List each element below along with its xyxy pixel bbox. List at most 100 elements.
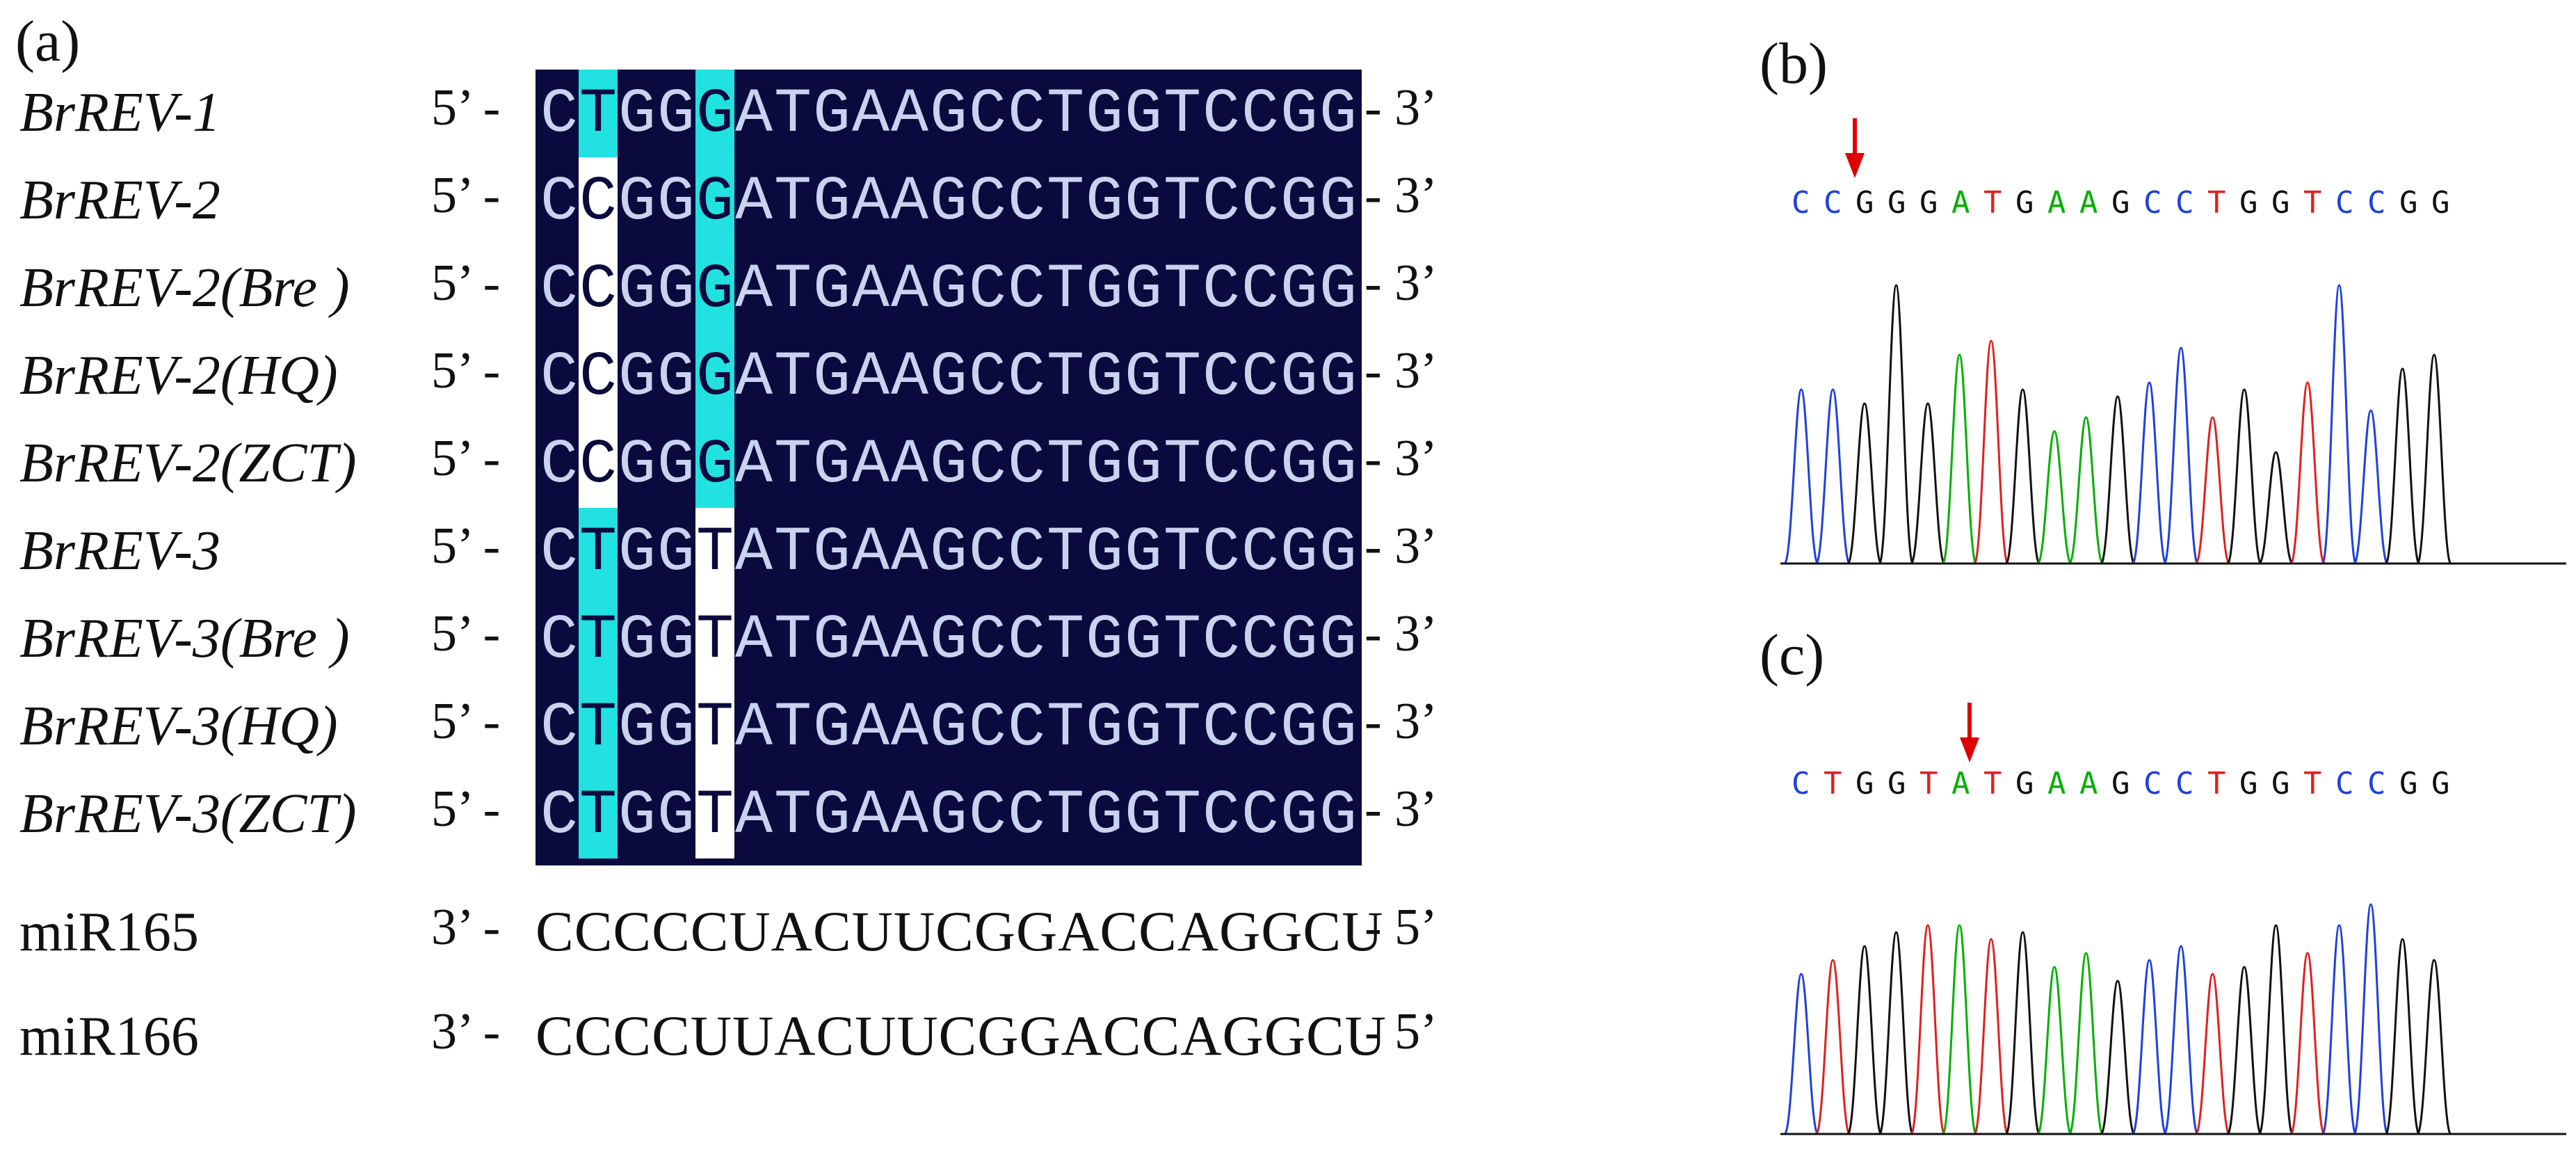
alignment-base: C bbox=[1241, 167, 1279, 238]
alignment-base: C bbox=[1241, 693, 1279, 764]
alignment-row-name: BrREV-3(Bre ) bbox=[19, 608, 350, 669]
alignment-base: C bbox=[540, 167, 578, 238]
chromatogram-peak bbox=[2068, 952, 2104, 1135]
alignment-base: C bbox=[1241, 605, 1279, 676]
mirna-right-end: - 5’ bbox=[1365, 899, 1438, 956]
alignment-row-left-end: 5’ - bbox=[431, 518, 501, 575]
alignment-row-right-end: - 3’ bbox=[1365, 167, 1438, 224]
chromatogram-peak bbox=[2005, 931, 2040, 1135]
alignment-row-name: BrREV-3(HQ) bbox=[19, 696, 338, 757]
alignment-base: T bbox=[579, 518, 617, 589]
chromatogram-base: C bbox=[2175, 766, 2207, 801]
chromatogram-peak bbox=[2163, 945, 2199, 1135]
alignment-base: G bbox=[1124, 605, 1162, 676]
alignment-base: C bbox=[968, 342, 1006, 413]
alignment-base: G bbox=[1085, 518, 1123, 589]
chromatogram-peak bbox=[2353, 903, 2389, 1135]
alignment-base: C bbox=[1007, 430, 1045, 501]
alignment-base: G bbox=[618, 605, 656, 676]
alignment-base: C bbox=[1202, 693, 1240, 764]
alignment-base: G bbox=[1280, 79, 1318, 150]
alignment-base: T bbox=[1163, 79, 1201, 150]
alignment-base: T bbox=[1163, 167, 1201, 238]
alignment-row-name: BrREV-2(HQ) bbox=[19, 345, 338, 406]
alignment-base: C bbox=[540, 255, 578, 326]
chromatogram-base: A bbox=[2047, 766, 2079, 801]
alignment-base: T bbox=[1163, 255, 1201, 326]
chromatogram-base: G bbox=[2111, 185, 2143, 221]
alignment-base: G bbox=[1319, 255, 1357, 326]
chromatogram-peak bbox=[2195, 973, 2230, 1135]
chromatogram-peak bbox=[1973, 340, 2009, 565]
alignment-highlight-cell bbox=[579, 70, 618, 157]
chromatogram-peak bbox=[1846, 402, 1883, 565]
alignment-base: G bbox=[657, 430, 695, 501]
chromatogram-peak bbox=[1910, 402, 1946, 565]
chromatogram-base: C bbox=[1792, 185, 1824, 221]
alignment-base: C bbox=[540, 79, 578, 150]
chromatogram-base: A bbox=[1951, 185, 1983, 221]
alignment-base: A bbox=[851, 167, 889, 238]
chromatogram-base: T bbox=[2207, 185, 2239, 221]
chromatogram-base: G bbox=[1887, 185, 1919, 221]
alignment-base: G bbox=[1124, 79, 1162, 150]
alignment-row-left-end: 5’ - bbox=[431, 342, 501, 399]
chromatogram-base: C bbox=[2175, 185, 2207, 221]
alignment-base: G bbox=[1319, 167, 1357, 238]
alignment-base: A bbox=[734, 430, 773, 501]
alignment-row-name: BrREV-1 bbox=[19, 82, 220, 143]
chromatogram-base: C bbox=[2335, 766, 2367, 801]
chromatogram-base: G bbox=[2399, 766, 2431, 801]
alignment-base: G bbox=[812, 693, 851, 764]
alignment-base: T bbox=[773, 518, 812, 589]
alignment-base: G bbox=[1124, 342, 1162, 413]
alignment-base: C bbox=[1007, 605, 1045, 676]
alignment-base: G bbox=[1280, 342, 1318, 413]
alignment-row-name: BrREV-3(ZCT) bbox=[19, 783, 357, 845]
chromatogram-peak bbox=[2132, 959, 2167, 1135]
alignment-base: G bbox=[1319, 342, 1357, 413]
alignment-base: T bbox=[695, 781, 734, 852]
alignment-base: G bbox=[929, 255, 967, 326]
alignment-base: T bbox=[579, 781, 617, 852]
alignment-base: G bbox=[1085, 605, 1123, 676]
alignment-base: G bbox=[929, 518, 967, 589]
alignment-base: C bbox=[1241, 79, 1279, 150]
alignment-base: C bbox=[968, 255, 1006, 326]
alignment-highlight-cell bbox=[579, 420, 618, 508]
alignment-base: T bbox=[695, 518, 734, 589]
chromatogram-peak bbox=[2258, 924, 2294, 1135]
alignment-row-left-end: 5’ - bbox=[431, 605, 501, 662]
alignment-base: T bbox=[1046, 693, 1084, 764]
alignment-row-left-end: 5’ - bbox=[431, 79, 501, 136]
alignment-row-right-end: - 3’ bbox=[1365, 430, 1438, 487]
alignment-base: A bbox=[890, 518, 928, 589]
alignment-base: T bbox=[773, 605, 812, 676]
chromatogram-peak bbox=[2289, 952, 2326, 1135]
chromatogram-peak bbox=[1878, 284, 1914, 565]
alignment-base: G bbox=[657, 693, 695, 764]
alignment-base: G bbox=[929, 693, 967, 764]
chromatogram-base: T bbox=[1824, 766, 1855, 801]
chromatogram-base: T bbox=[1983, 185, 2015, 221]
alignment-base: A bbox=[734, 693, 773, 764]
alignment-highlight-cell bbox=[695, 70, 734, 157]
chromatogram-base: G bbox=[2015, 766, 2047, 801]
alignment-base: G bbox=[618, 430, 656, 501]
panel-label-b: (b) bbox=[1760, 31, 1828, 96]
mirna-sequence: CCCCUUACUUCGGACCAGGCU bbox=[536, 1004, 1387, 1067]
alignment-base: A bbox=[890, 79, 928, 150]
chromatogram-base: G bbox=[2111, 766, 2143, 801]
chromatogram-peak bbox=[1910, 924, 1946, 1135]
chromatogram-peak bbox=[2005, 388, 2040, 565]
alignment-base: G bbox=[1280, 255, 1318, 326]
chromatogram-peak bbox=[2163, 346, 2199, 565]
alignment-base: C bbox=[579, 255, 617, 326]
alignment-base: C bbox=[1202, 430, 1240, 501]
chromatogram-peak bbox=[2321, 924, 2357, 1135]
chromatogram-base: G bbox=[2431, 185, 2463, 221]
